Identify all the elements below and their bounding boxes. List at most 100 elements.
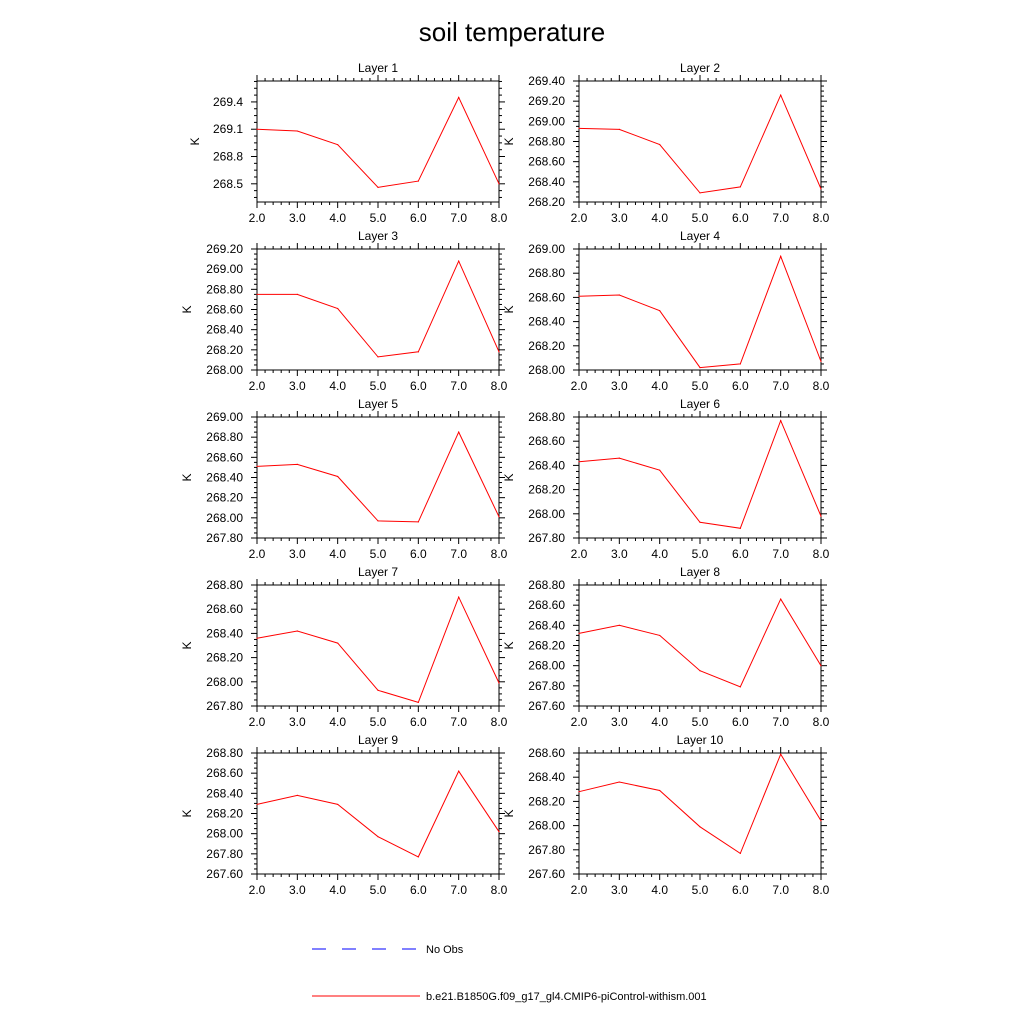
x-tick-label: 5.0 — [370, 547, 387, 561]
data-point — [699, 521, 701, 523]
data-point — [256, 465, 258, 468]
data-point — [498, 351, 500, 353]
x-tick-label: 8.0 — [813, 547, 830, 561]
series-line — [578, 419, 822, 529]
panel-1: Layer 1 2.0 3.0 4.0 5.0 6.0 7.0 8.0 268.5 268.8 26… — [188, 61, 508, 225]
y-tick-label: 268.80 — [206, 578, 243, 592]
y-tick-label: 268.80 — [528, 410, 565, 424]
y-tick-label: 268.00 — [206, 675, 243, 689]
y-tick-label: 267.80 — [206, 847, 243, 861]
x-tick-label: 7.0 — [450, 715, 467, 729]
plot-frame — [578, 416, 822, 539]
data-point — [618, 781, 620, 783]
panel-4: Layer 4 2.0 3.0 4.0 5.0 6.0 7.0 8.0 268.00 268.20… — [502, 229, 830, 393]
data-point — [377, 836, 379, 838]
x-tick-label: 8.0 — [813, 211, 830, 225]
data-point — [659, 310, 661, 312]
y-tick-label: 269.40 — [528, 74, 565, 88]
legend-label: No Obs — [426, 944, 464, 956]
y-tick-label: 268.60 — [528, 434, 565, 448]
y-tick-label: 268.40 — [528, 458, 565, 472]
x-tick-label: 8.0 — [491, 211, 508, 225]
y-axis-label: K — [180, 641, 194, 649]
series-line — [257, 259, 500, 358]
data-point — [820, 665, 822, 667]
data-point — [296, 463, 298, 465]
x-tick-label: 6.0 — [410, 715, 427, 729]
data-point — [498, 682, 500, 684]
y-tick-label: 268.80 — [206, 746, 243, 760]
y-tick-label: 268.00 — [528, 819, 565, 833]
data-point — [820, 820, 822, 822]
data-point — [578, 461, 580, 463]
plot-frame — [578, 584, 822, 707]
y-tick-label: 267.60 — [206, 867, 243, 881]
y-tick-label: 267.60 — [528, 867, 565, 881]
plot-frame — [256, 584, 500, 707]
y-tick-label: 268.5 — [213, 177, 243, 191]
plot-frame — [256, 416, 500, 539]
data-point — [578, 127, 580, 129]
y-axis-label: K — [180, 473, 194, 481]
x-tick-label: 3.0 — [611, 211, 628, 225]
data-point — [498, 831, 500, 833]
x-tick-label: 2.0 — [571, 715, 588, 729]
data-point — [578, 791, 580, 793]
x-tick-label: 6.0 — [410, 547, 427, 561]
y-tick-label: 269.00 — [528, 114, 565, 128]
x-tick-label: 2.0 — [571, 379, 588, 393]
x-tick-label: 6.0 — [732, 883, 749, 897]
y-tick-label: 269.4 — [213, 95, 243, 109]
y-axis-label: K — [188, 137, 202, 145]
y-tick-label: 268.40 — [528, 175, 565, 189]
data-point — [820, 188, 822, 190]
y-tick-label: 268.00 — [206, 363, 243, 377]
y-tick-label: 269.00 — [206, 410, 243, 424]
series-line — [578, 598, 822, 688]
y-tick-label: 268.60 — [528, 598, 565, 612]
x-tick-label: 2.0 — [571, 211, 588, 225]
y-tick-label: 268.20 — [528, 639, 565, 653]
data-point — [377, 689, 379, 691]
data-point — [337, 307, 339, 310]
series-line — [256, 430, 500, 523]
panel-7: Layer 7 2.0 3.0 4.0 5.0 6.0 7.0 8.0 267.80 268.00… — [180, 565, 508, 729]
x-tick-label: 2.0 — [249, 547, 266, 561]
data-point — [659, 143, 661, 146]
y-tick-label: 267.80 — [206, 699, 243, 713]
y-tick-label: 268.20 — [206, 651, 243, 665]
x-tick-label: 4.0 — [329, 715, 346, 729]
panel-title: Layer 10 — [677, 733, 724, 747]
y-tick-label: 269.1 — [213, 122, 243, 136]
x-tick-label: 2.0 — [249, 715, 266, 729]
data-point — [458, 770, 460, 772]
data-point — [458, 260, 460, 262]
y-tick-label: 268.40 — [206, 323, 243, 337]
panel-title: Layer 2 — [680, 61, 720, 75]
data-point — [337, 475, 339, 478]
x-tick-label: 3.0 — [289, 715, 306, 729]
figure-title: soil temperature — [419, 17, 605, 47]
x-tick-label: 3.0 — [611, 883, 628, 897]
x-tick-label: 7.0 — [772, 715, 789, 729]
data-point — [699, 366, 701, 369]
data-point — [618, 457, 620, 459]
data-point — [739, 186, 741, 188]
y-tick-label: 268.60 — [206, 602, 243, 616]
panels: Layer 1 2.0 3.0 4.0 5.0 6.0 7.0 8.0 268.5 268.8 26… — [180, 61, 830, 897]
x-tick-label: 7.0 — [772, 883, 789, 897]
data-point — [377, 356, 379, 358]
x-tick-label: 4.0 — [651, 547, 668, 561]
panel-3: Layer 3 2.0 3.0 4.0 5.0 6.0 7.0 8.0 268.00 268.20… — [180, 229, 508, 393]
data-point — [578, 632, 580, 635]
panel-title: Layer 4 — [680, 229, 720, 243]
panel-6: Layer 6 2.0 3.0 4.0 5.0 6.0 7.0 8.0 267.80 268.00… — [502, 397, 830, 561]
y-tick-label: 267.80 — [206, 531, 243, 545]
x-tick-label: 4.0 — [329, 211, 346, 225]
x-tick-label: 5.0 — [370, 211, 387, 225]
y-tick-label: 268.80 — [206, 282, 243, 296]
legend-item: b.e21.B1850G.f09_g17_gl4.CMIP6-piControl… — [312, 991, 707, 1003]
plot-frame — [256, 248, 500, 371]
y-tick-label: 268.20 — [206, 807, 243, 821]
data-point — [780, 598, 782, 600]
